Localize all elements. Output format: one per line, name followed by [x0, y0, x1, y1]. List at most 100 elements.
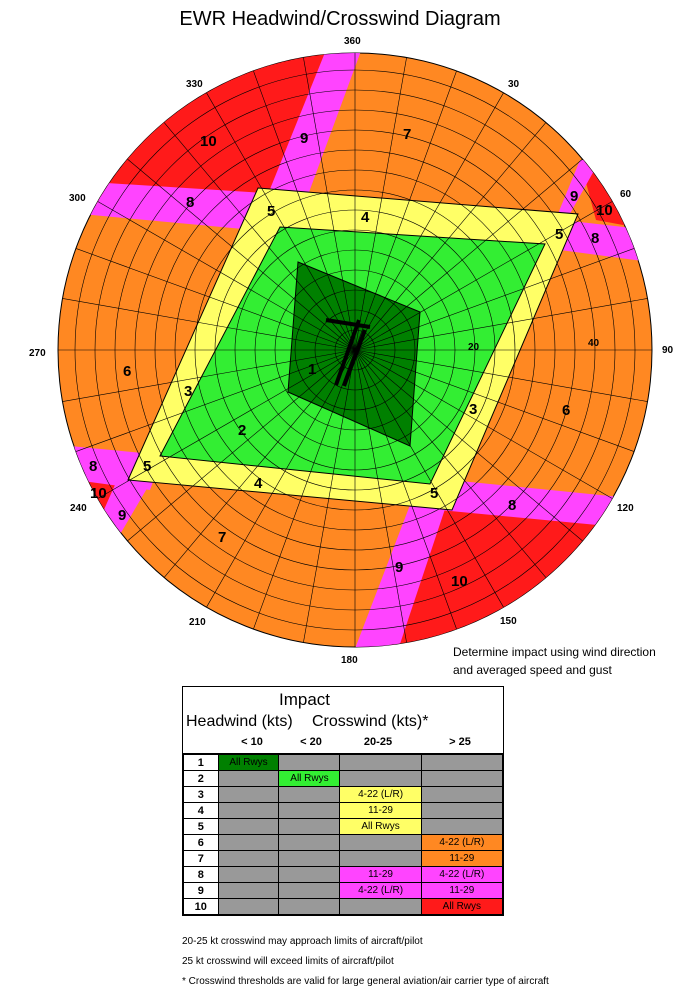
- compass-300: 300: [69, 193, 86, 204]
- compass-270: 270: [29, 348, 46, 359]
- zone-label-9-sw: 9: [118, 507, 126, 524]
- radial-line: [354, 349, 613, 499]
- crosswind-label: Crosswind (kts)*: [312, 713, 429, 730]
- zone-label-5-ne: 5: [555, 226, 563, 243]
- radial-line: [354, 349, 547, 578]
- table-cell: [420, 802, 504, 819]
- zone-label-5-se: 5: [430, 485, 438, 502]
- radial-line: [253, 349, 356, 630]
- impact-table-title: Impact: [279, 690, 331, 709]
- table-cell: [278, 818, 341, 835]
- radial-line: [303, 57, 356, 351]
- table-cell: [278, 834, 341, 851]
- footnotes: 20-25 kt crosswind may approach limits o…: [182, 932, 549, 992]
- footnote: * Crosswind thresholds are valid for lar…: [182, 976, 549, 987]
- radial-line: [253, 70, 356, 351]
- table-cell: [278, 802, 341, 819]
- compass-30: 30: [508, 79, 520, 90]
- table-cell: [217, 802, 280, 819]
- table-cell: [278, 866, 341, 883]
- zone-label-7-south: 7: [218, 529, 226, 546]
- zone-label-5-sw: 5: [143, 458, 151, 475]
- row-number: 1: [183, 754, 219, 771]
- table-cell: [217, 898, 280, 915]
- table-cell: 11-29: [420, 850, 504, 867]
- zone-8-9-band-s: [343, 500, 448, 647]
- table-row: 6 4-22 (L/R): [183, 834, 504, 851]
- table-cell: [339, 850, 422, 867]
- table-cell: [278, 850, 341, 867]
- row-number: 5: [183, 818, 219, 835]
- headwind-label: Headwind (kts): [186, 713, 293, 730]
- zone-label-10-ne: 10: [596, 202, 613, 219]
- table-cell: [217, 786, 280, 803]
- zone-label-6-west: 6: [123, 363, 131, 380]
- radial-line: [62, 349, 356, 402]
- radial-line: [354, 349, 583, 542]
- radial-line: [354, 70, 457, 351]
- table-cell: [420, 754, 504, 771]
- table-cell: [217, 866, 280, 883]
- radial-line: [354, 201, 613, 351]
- row-number: 10: [183, 898, 219, 915]
- radial-line: [354, 349, 457, 630]
- table-row: 7 11-29: [183, 850, 504, 867]
- table-cell: [339, 834, 422, 851]
- table-cell: [420, 786, 504, 803]
- zone-label-9-ne: 9: [570, 188, 578, 205]
- table-cell: [217, 834, 280, 851]
- radial-line: [354, 349, 635, 452]
- impact-table-header: Impact Headwind (kts) Crosswind (kts)* <…: [183, 687, 503, 754]
- zone-8-9-band-n: [260, 53, 365, 214]
- radial-line: [163, 349, 356, 578]
- table-row: 5 All Rwys: [183, 818, 504, 835]
- radial-line: [354, 248, 635, 351]
- radial-line: [354, 92, 504, 351]
- row-number: 9: [183, 882, 219, 899]
- table-cell: [217, 770, 280, 787]
- zone-label-7-north: 7: [403, 126, 411, 143]
- table-row: 4 11-29: [183, 802, 504, 819]
- zone-label-2: 2: [238, 422, 246, 439]
- table-row: 1 All Rwys: [183, 754, 504, 771]
- impact-note-line-1: Determine impact using wind direction: [453, 645, 656, 659]
- impact-note: Determine impact using wind direction an…: [453, 643, 656, 679]
- row-number: 3: [183, 786, 219, 803]
- ring-label-40: 40: [588, 338, 600, 349]
- table-cell: [339, 754, 422, 771]
- table-cell: All Rwys: [339, 818, 422, 835]
- zone-label-8-east: 8: [591, 230, 599, 247]
- radial-line: [354, 349, 504, 608]
- table-cell: All Rwys: [217, 754, 280, 771]
- table-row: 2 All Rwys: [183, 770, 504, 787]
- zone-label-4-north: 4: [361, 209, 370, 226]
- radial-line: [75, 349, 356, 452]
- zone-label-9-south: 9: [395, 559, 403, 576]
- zone-8-9-band-se: [440, 480, 650, 530]
- radial-line: [206, 349, 356, 608]
- table-cell: All Rwys: [420, 898, 504, 915]
- column-header: < 10: [241, 736, 263, 748]
- zone-label-10-nw: 10: [200, 133, 217, 150]
- table-cell: [278, 754, 341, 771]
- impact-note-line-2: and averaged speed and gust: [453, 663, 612, 677]
- row-number: 7: [183, 850, 219, 867]
- row-number: 4: [183, 802, 219, 819]
- table-cell: [420, 770, 504, 787]
- zone-label-6-east: 6: [562, 402, 570, 419]
- radial-line: [75, 248, 356, 351]
- zone-label-10-sw: 10: [90, 485, 107, 502]
- radial-line: [303, 349, 356, 643]
- impact-grid: 1 All Rwys 2 All Rwys 3 4-22 (L/R) 4 11-29 5 All …: [183, 754, 504, 915]
- compass-90: 90: [662, 345, 674, 356]
- table-cell: 4-22 (L/R): [339, 786, 422, 803]
- compass-120: 120: [617, 503, 634, 514]
- zone-label-3-east: 3: [469, 401, 477, 418]
- zone-label-4-south: 4: [254, 475, 263, 492]
- table-cell: 11-29: [339, 802, 422, 819]
- zone-label-10-se: 10: [451, 573, 468, 590]
- row-number: 2: [183, 770, 219, 787]
- footnote: 25 kt crosswind will exceed limits of ai…: [182, 956, 394, 967]
- compass-360: 360: [344, 36, 361, 47]
- table-cell: [217, 882, 280, 899]
